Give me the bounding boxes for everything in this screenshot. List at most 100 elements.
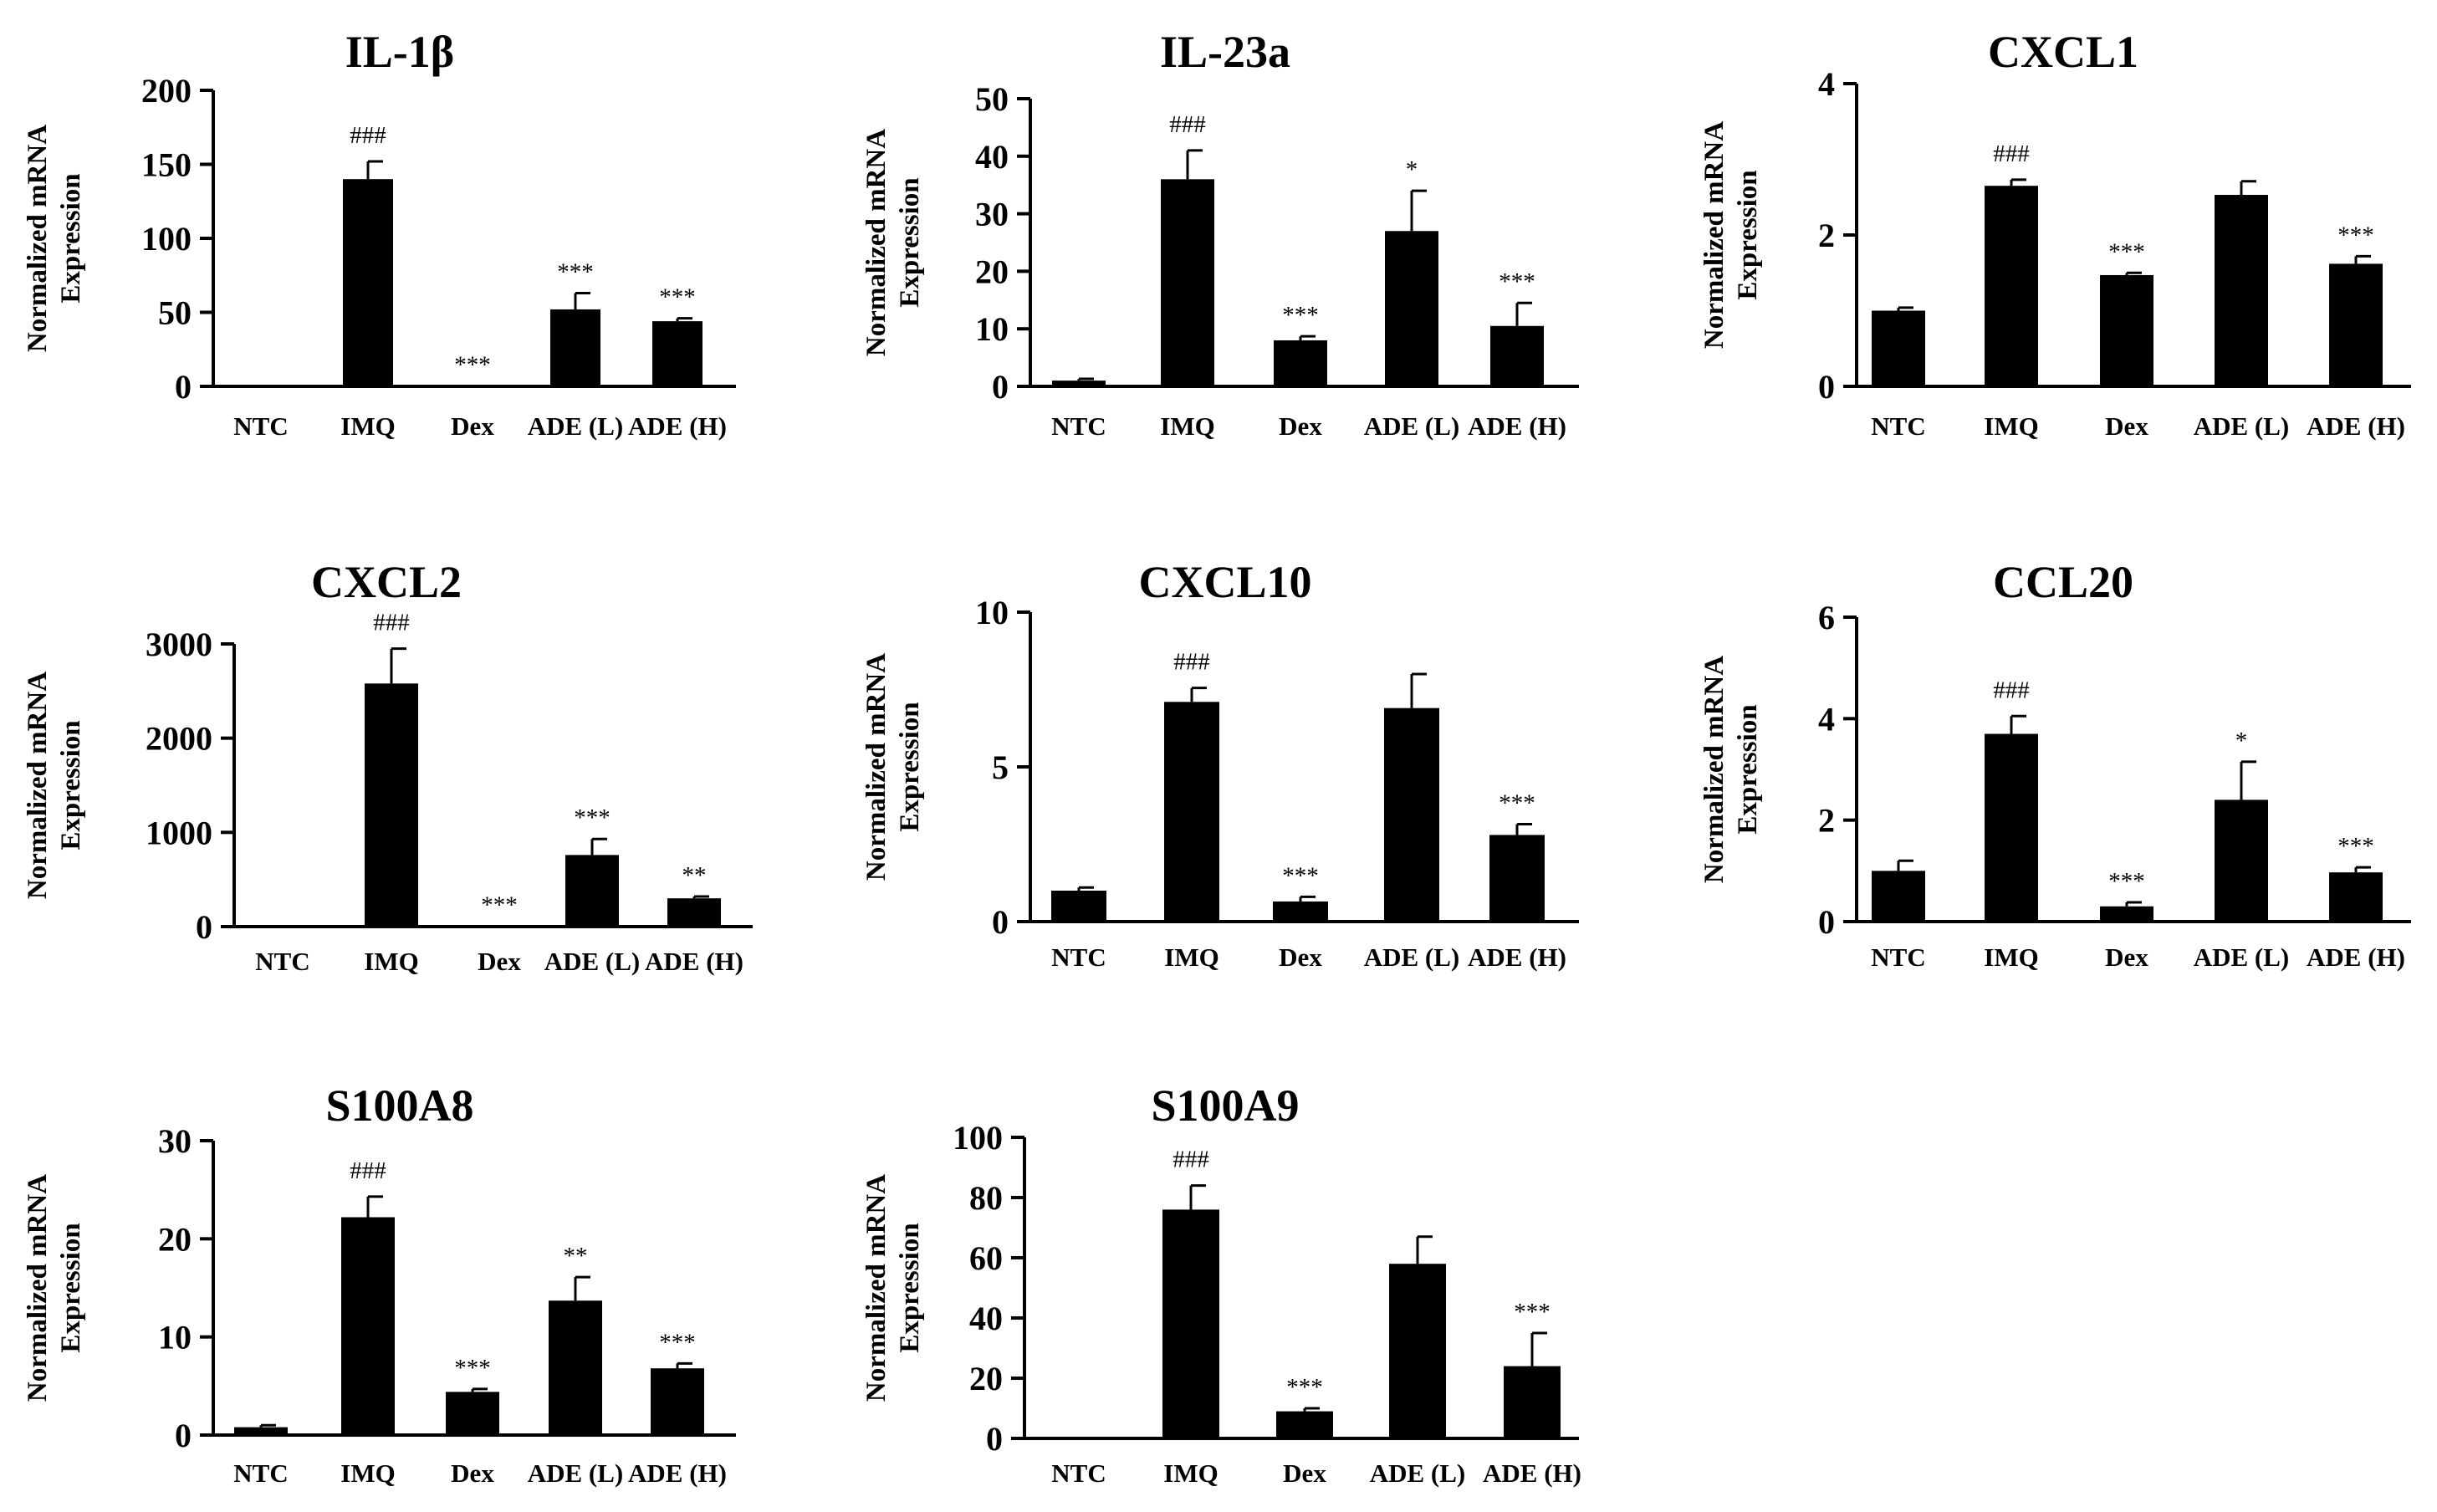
y-tick-label: 1000 — [146, 814, 212, 851]
bar — [1872, 310, 1925, 386]
x-tick-label: IMQ — [340, 1458, 395, 1488]
y-tick-label: 20 — [969, 1360, 1003, 1397]
y-tick-label: 0 — [175, 368, 192, 406]
x-tick-label: Dex — [1279, 411, 1322, 441]
y-tick-label: 0 — [1818, 368, 1835, 406]
x-tick-label: ADE (H) — [628, 411, 727, 441]
x-tick-label: Dex — [451, 411, 494, 441]
x-tick-label: IMQ — [364, 947, 418, 976]
significance-label: *** — [2108, 868, 2145, 895]
x-tick-label: ADE (L) — [1364, 942, 1460, 972]
y-tick-label: 10 — [975, 310, 1009, 348]
y-tick-label: 0 — [986, 1420, 1003, 1458]
x-tick-label: NTC — [1051, 411, 1106, 441]
y-axis-label: Normalized mRNA — [861, 1174, 892, 1402]
bar — [2100, 274, 2153, 386]
y-axis-label: Normalized mRNA — [23, 672, 53, 899]
bar — [1384, 707, 1439, 922]
bar — [1161, 179, 1214, 386]
panel-1: IL-1β Normalized mRNA Expression 0 50 100 150 2… — [23, 27, 736, 441]
y-tick-label: 10 — [975, 594, 1009, 631]
y-axis-label: Expression — [56, 173, 86, 303]
chart-title: S100A9 — [1151, 1080, 1299, 1131]
x-tick-label: ADE (L) — [1364, 411, 1460, 441]
significance-label: * — [1406, 156, 1418, 183]
x-tick-label: IMQ — [1164, 942, 1218, 972]
x-tick-label: NTC — [255, 947, 309, 976]
bar — [343, 179, 393, 386]
bar — [1276, 1411, 1333, 1438]
y-axis-label: Expression — [56, 720, 86, 850]
significance-label: *** — [659, 1329, 696, 1356]
significance-label: *** — [2337, 222, 2374, 248]
y-tick-label: 0 — [992, 903, 1009, 941]
y-tick-label: 2 — [1818, 802, 1835, 840]
bar — [2215, 799, 2268, 922]
y-tick-label: 4 — [1818, 700, 1835, 738]
significance-label: ### — [350, 1157, 386, 1184]
significance-label: ### — [1169, 111, 1206, 138]
significance-label: *** — [2108, 238, 2145, 265]
significance-label: * — [2235, 728, 2248, 754]
x-tick-label: ADE (H) — [1483, 1458, 1581, 1488]
y-tick-label: 0 — [992, 368, 1009, 406]
significance-label: *** — [481, 892, 518, 919]
x-tick-label: IMQ — [340, 411, 395, 441]
panel-3: CXCL1 Normalized mRNA Expression 0 2 4 NTC ### I… — [1699, 27, 2411, 441]
bar — [1489, 835, 1545, 922]
x-tick-label: ADE (L) — [528, 411, 624, 441]
panel-6: CCL20 Normalized mRNA Expression 0 2 4 6 NTC ###… — [1699, 557, 2411, 972]
x-tick-label: NTC — [233, 411, 288, 441]
x-tick-label: Dex — [1279, 942, 1322, 972]
y-tick-label: 0 — [1818, 903, 1835, 941]
significance-label: *** — [1282, 302, 1319, 329]
x-tick-label: NTC — [1051, 1458, 1106, 1488]
bar — [341, 1217, 395, 1435]
y-axis-label: Normalized mRNA — [861, 129, 892, 356]
chart-title: CCL20 — [1993, 557, 2133, 607]
x-tick-label: ADE (L) — [2194, 411, 2290, 441]
panel-7: S100A8 Normalized mRNA Expression 0 10 20 30 NT… — [23, 1080, 736, 1488]
x-tick-label: Dex — [1283, 1458, 1326, 1488]
bar — [2329, 872, 2383, 922]
significance-label: ### — [1993, 677, 2030, 703]
y-axis-label: Expression — [1733, 704, 1763, 834]
x-tick-label: NTC — [1051, 942, 1106, 972]
y-tick-label: 30 — [158, 1122, 192, 1160]
y-tick-label: 200 — [141, 72, 192, 110]
bar — [365, 683, 418, 927]
bar — [1164, 702, 1219, 922]
bar — [1504, 1366, 1561, 1438]
bar — [652, 321, 702, 386]
significance-label: *** — [557, 258, 594, 285]
y-axis-label: Normalized mRNA — [1699, 121, 1729, 349]
x-tick-label: ADE (L) — [1370, 1458, 1466, 1488]
significance-label: *** — [454, 351, 491, 378]
y-tick-label: 80 — [969, 1179, 1003, 1217]
panel-2: IL-23a Normalized mRNA Expression 0 10 20 30 40… — [861, 27, 1579, 441]
x-tick-label: ADE (H) — [2307, 942, 2405, 972]
x-tick-label: Dex — [2105, 942, 2148, 972]
y-tick-label: 150 — [141, 146, 192, 184]
bar — [1273, 901, 1328, 922]
chart-title: CXCL1 — [1988, 27, 2138, 77]
significance-label: ### — [350, 122, 386, 149]
x-tick-label: ADE (H) — [2307, 411, 2405, 441]
bar — [1052, 381, 1106, 386]
x-tick-label: ADE (H) — [1468, 942, 1566, 972]
y-tick-label: 0 — [175, 1417, 192, 1454]
bar — [1985, 733, 2038, 922]
bar — [549, 1300, 602, 1435]
y-tick-label: 5 — [992, 748, 1009, 786]
significance-label: *** — [659, 284, 696, 311]
bar — [1389, 1264, 1446, 1438]
chart-title: S100A8 — [325, 1080, 473, 1131]
chart-title: IL-23a — [1160, 27, 1290, 77]
significance-label: *** — [2337, 833, 2374, 860]
panel-8: S100A9 Normalized mRNA Expression 0 20 40 60 80… — [861, 1080, 1581, 1488]
bar — [1051, 891, 1106, 922]
x-tick-label: Dex — [2105, 411, 2148, 441]
significance-label: *** — [574, 805, 611, 831]
y-axis-label: Expression — [895, 702, 925, 831]
